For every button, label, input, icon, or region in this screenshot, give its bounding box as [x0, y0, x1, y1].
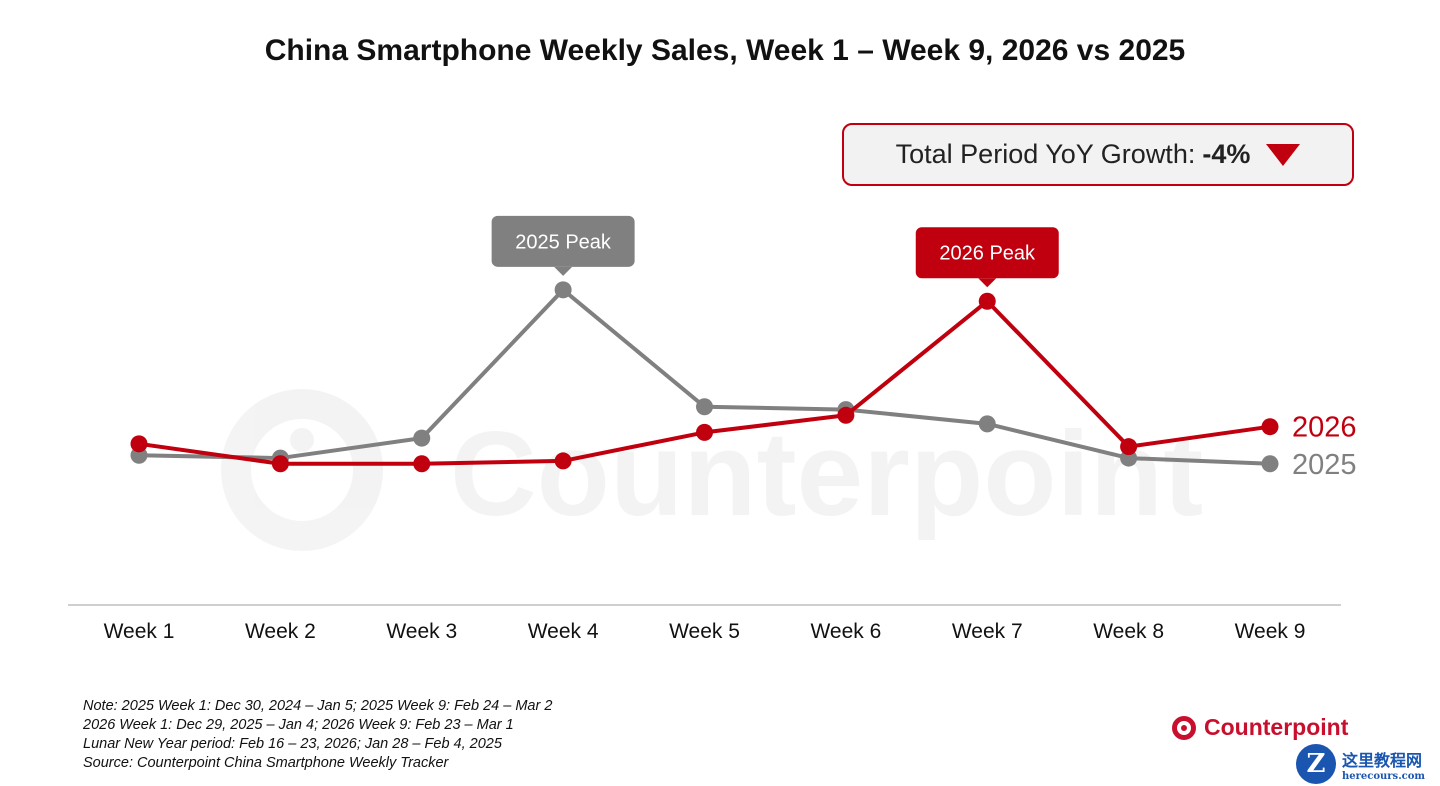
x-tick-label: Week 5 — [669, 620, 740, 643]
peak-callout-label: 2026 Peak — [939, 243, 1036, 265]
data-point-2025 — [1261, 455, 1279, 473]
yoy-growth-box: Total Period YoY Growth: -4% — [842, 123, 1354, 186]
x-tick-label: Week 4 — [528, 620, 599, 643]
site-badge-letter: Z — [1296, 744, 1336, 784]
data-point-2025 — [554, 281, 572, 299]
data-point-2026 — [413, 455, 431, 473]
triangle-down-icon — [1266, 143, 1301, 166]
counterpoint-watermark: Counterpoint — [221, 389, 1203, 551]
series-label-2025: 2025 — [1292, 449, 1357, 481]
counterpoint-icon — [1172, 715, 1196, 740]
data-point-2025 — [696, 398, 713, 416]
site-badge-name: 这里教程网 — [1342, 750, 1423, 770]
x-tick-label: Week 8 — [1093, 620, 1164, 643]
note-line: 2026 Week 1: Dec 29, 2025 – Jan 4; 2026 … — [83, 717, 514, 733]
data-point-2026 — [837, 406, 855, 424]
peak-callout-pointer — [554, 266, 573, 276]
x-tick-label: Week 7 — [952, 620, 1023, 643]
site-badge-url: herecours.com — [1342, 770, 1426, 782]
data-point-2026 — [1120, 438, 1138, 456]
svg-text:Counterpoint: Counterpoint — [450, 407, 1203, 541]
peak-callout-pointer — [978, 278, 997, 288]
data-point-2025 — [978, 415, 996, 433]
peak-callout-label: 2025 Peak — [515, 231, 612, 253]
note-line: Lunar New Year period: Feb 16 – 23, 2026… — [83, 736, 502, 752]
data-point-2026 — [271, 455, 289, 473]
data-point-2026 — [1261, 418, 1279, 436]
x-tick-label: Week 6 — [810, 620, 881, 643]
brand-name: Counterpoint — [1204, 714, 1349, 740]
site-watermark-badge: Z 这里教程网 herecours.com — [1296, 744, 1425, 784]
counterpoint-logo: Counterpoint — [1172, 714, 1348, 741]
x-tick-label: Week 3 — [386, 620, 457, 643]
data-point-2025 — [413, 429, 431, 447]
series-label-2026: 2026 — [1292, 412, 1357, 444]
x-tick-label: Week 9 — [1235, 620, 1306, 643]
data-point-2026 — [554, 452, 572, 470]
note-line: Note: 2025 Week 1: Dec 30, 2024 – Jan 5;… — [83, 698, 553, 714]
peak-callout-box — [491, 215, 635, 267]
yoy-label: Total Period YoY Growth: — [895, 139, 1196, 169]
x-tick-label: Week 2 — [245, 620, 316, 643]
peak-callout-box — [915, 227, 1059, 279]
chart-notes: Note: 2025 Week 1: Dec 30, 2024 – Jan 5;… — [83, 697, 552, 773]
note-line: Source: Counterpoint China Smartphone We… — [83, 755, 449, 771]
data-point-2026 — [696, 423, 713, 441]
chart-title: China Smartphone Weekly Sales, Week 1 – … — [264, 34, 1186, 67]
data-point-2026 — [130, 435, 148, 453]
x-tick-label: Week 1 — [104, 620, 175, 643]
yoy-value: -4% — [1202, 139, 1251, 169]
data-point-2026 — [978, 292, 996, 310]
